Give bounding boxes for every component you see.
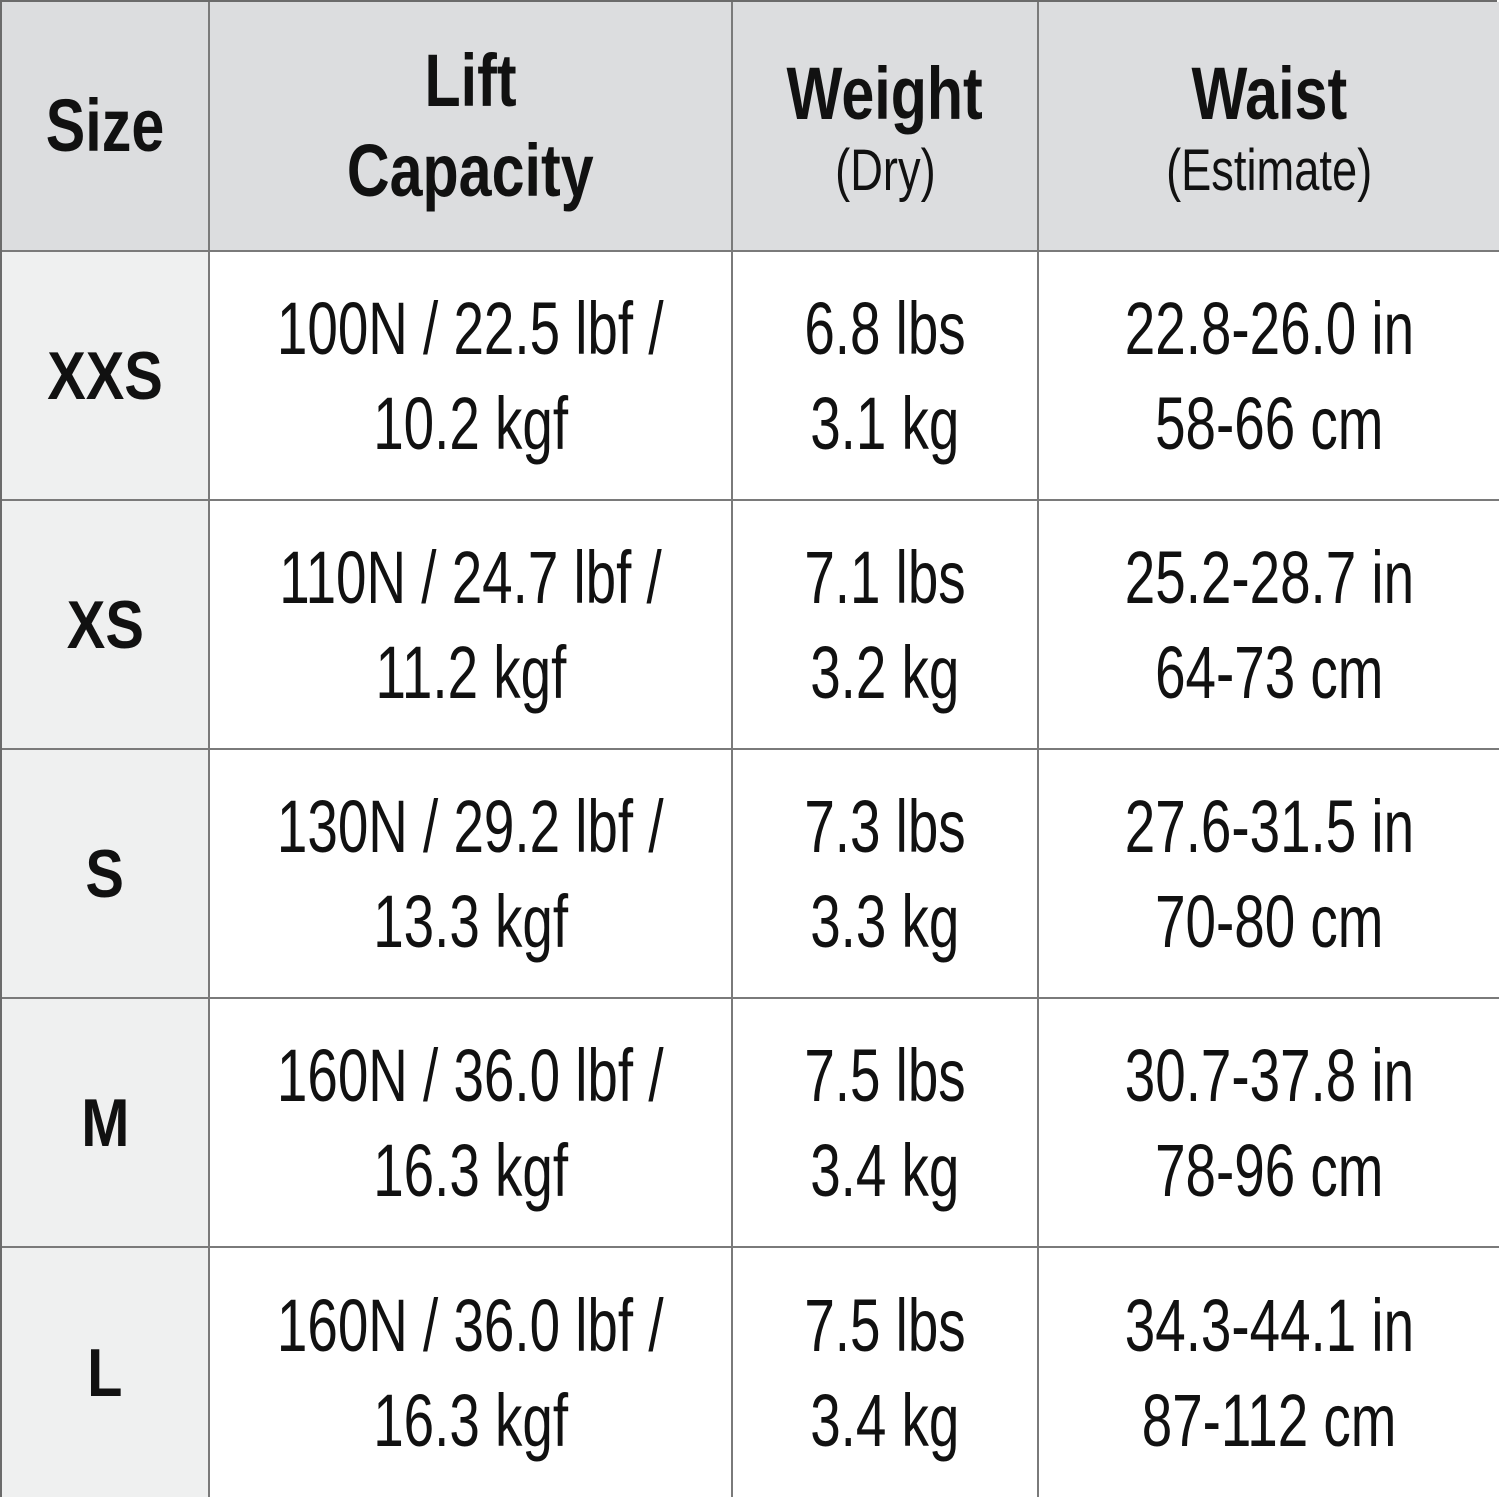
header-text: Lift xyxy=(424,39,517,122)
lift-text: 16.3 kgf xyxy=(373,1378,568,1462)
size-label: M xyxy=(80,1084,130,1161)
size-cell: XXS xyxy=(2,252,210,501)
waist-cell: 34.3-44.1 in 87-112 cm xyxy=(1039,1248,1499,1497)
lift-cell: 130N / 29.2 lbf / 13.3 kgf xyxy=(210,750,733,999)
waist-text: 70-80 cm xyxy=(1154,879,1384,963)
waist-text: 58-66 cm xyxy=(1154,381,1384,465)
lift-cell: 110N / 24.7 lbf / 11.2 kgf xyxy=(210,501,733,750)
lift-text: 130N / 29.2 lbf / xyxy=(277,784,664,868)
size-cell: M xyxy=(2,999,210,1248)
size-label: L xyxy=(87,1334,123,1411)
lift-text: 160N / 36.0 lbf / xyxy=(277,1033,664,1117)
waist-text: 22.8-26.0 in xyxy=(1124,286,1414,370)
waist-cell: 30.7-37.8 in 78-96 cm xyxy=(1039,999,1499,1248)
lift-cell: 160N / 36.0 lbf / 16.3 kgf xyxy=(210,1248,733,1497)
lift-text: 11.2 kgf xyxy=(375,630,566,714)
waist-text: 27.6-31.5 in xyxy=(1124,784,1414,868)
header-text: Weight xyxy=(786,52,984,135)
weight-cell: 7.3 lbs 3.3 kg xyxy=(733,750,1039,999)
weight-text: 3.3 kg xyxy=(810,879,960,963)
weight-cell: 6.8 lbs 3.1 kg xyxy=(733,252,1039,501)
weight-text: 3.4 kg xyxy=(810,1378,960,1462)
waist-text: 78-96 cm xyxy=(1154,1128,1384,1212)
header-note: (Estimate) xyxy=(1165,138,1373,203)
waist-text: 34.3-44.1 in xyxy=(1124,1283,1414,1367)
header-cell: Lift Capacity xyxy=(210,2,733,252)
weight-cell: 7.5 lbs 3.4 kg xyxy=(733,999,1039,1248)
waist-cell: 22.8-26.0 in 58-66 cm xyxy=(1039,252,1499,501)
header-text: Capacity xyxy=(347,129,594,212)
lift-text: 110N / 24.7 lbf / xyxy=(279,535,662,619)
waist-text: 25.2-28.7 in xyxy=(1124,535,1414,619)
weight-cell: 7.5 lbs 3.4 kg xyxy=(733,1248,1039,1497)
header-text: Waist xyxy=(1191,52,1347,135)
header-cell: Waist (Estimate) xyxy=(1039,2,1499,252)
weight-text: 3.4 kg xyxy=(810,1128,960,1212)
lift-text: 10.2 kgf xyxy=(373,381,568,465)
header-note: (Dry) xyxy=(834,138,936,203)
size-label: XS xyxy=(66,586,144,663)
waist-text: 87-112 cm xyxy=(1141,1378,1397,1462)
lift-text: 160N / 36.0 lbf / xyxy=(277,1283,664,1367)
header-cell: Weight (Dry) xyxy=(733,2,1039,252)
weight-text: 7.3 lbs xyxy=(804,784,966,868)
size-cell: S xyxy=(2,750,210,999)
header-text: Size xyxy=(45,84,165,167)
size-cell: L xyxy=(2,1248,210,1497)
waist-cell: 25.2-28.7 in 64-73 cm xyxy=(1039,501,1499,750)
weight-text: 7.5 lbs xyxy=(804,1033,966,1117)
lift-cell: 100N / 22.5 lbf / 10.2 kgf xyxy=(210,252,733,501)
weight-cell: 7.1 lbs 3.2 kg xyxy=(733,501,1039,750)
lift-text: 100N / 22.5 lbf / xyxy=(277,286,664,370)
waist-text: 64-73 cm xyxy=(1154,630,1384,714)
weight-text: 7.5 lbs xyxy=(804,1283,966,1367)
lift-text: 16.3 kgf xyxy=(373,1128,568,1212)
header-cell: Size xyxy=(2,2,210,252)
size-cell: XS xyxy=(2,501,210,750)
weight-text: 3.2 kg xyxy=(810,630,960,714)
lift-text: 13.3 kgf xyxy=(373,879,568,963)
size-label: XXS xyxy=(47,337,163,414)
weight-text: 3.1 kg xyxy=(810,381,960,465)
size-label: S xyxy=(85,835,125,912)
lift-cell: 160N / 36.0 lbf / 16.3 kgf xyxy=(210,999,733,1248)
weight-text: 7.1 lbs xyxy=(804,535,966,619)
weight-text: 6.8 lbs xyxy=(804,286,966,370)
waist-text: 30.7-37.8 in xyxy=(1124,1033,1414,1117)
waist-cell: 27.6-31.5 in 70-80 cm xyxy=(1039,750,1499,999)
